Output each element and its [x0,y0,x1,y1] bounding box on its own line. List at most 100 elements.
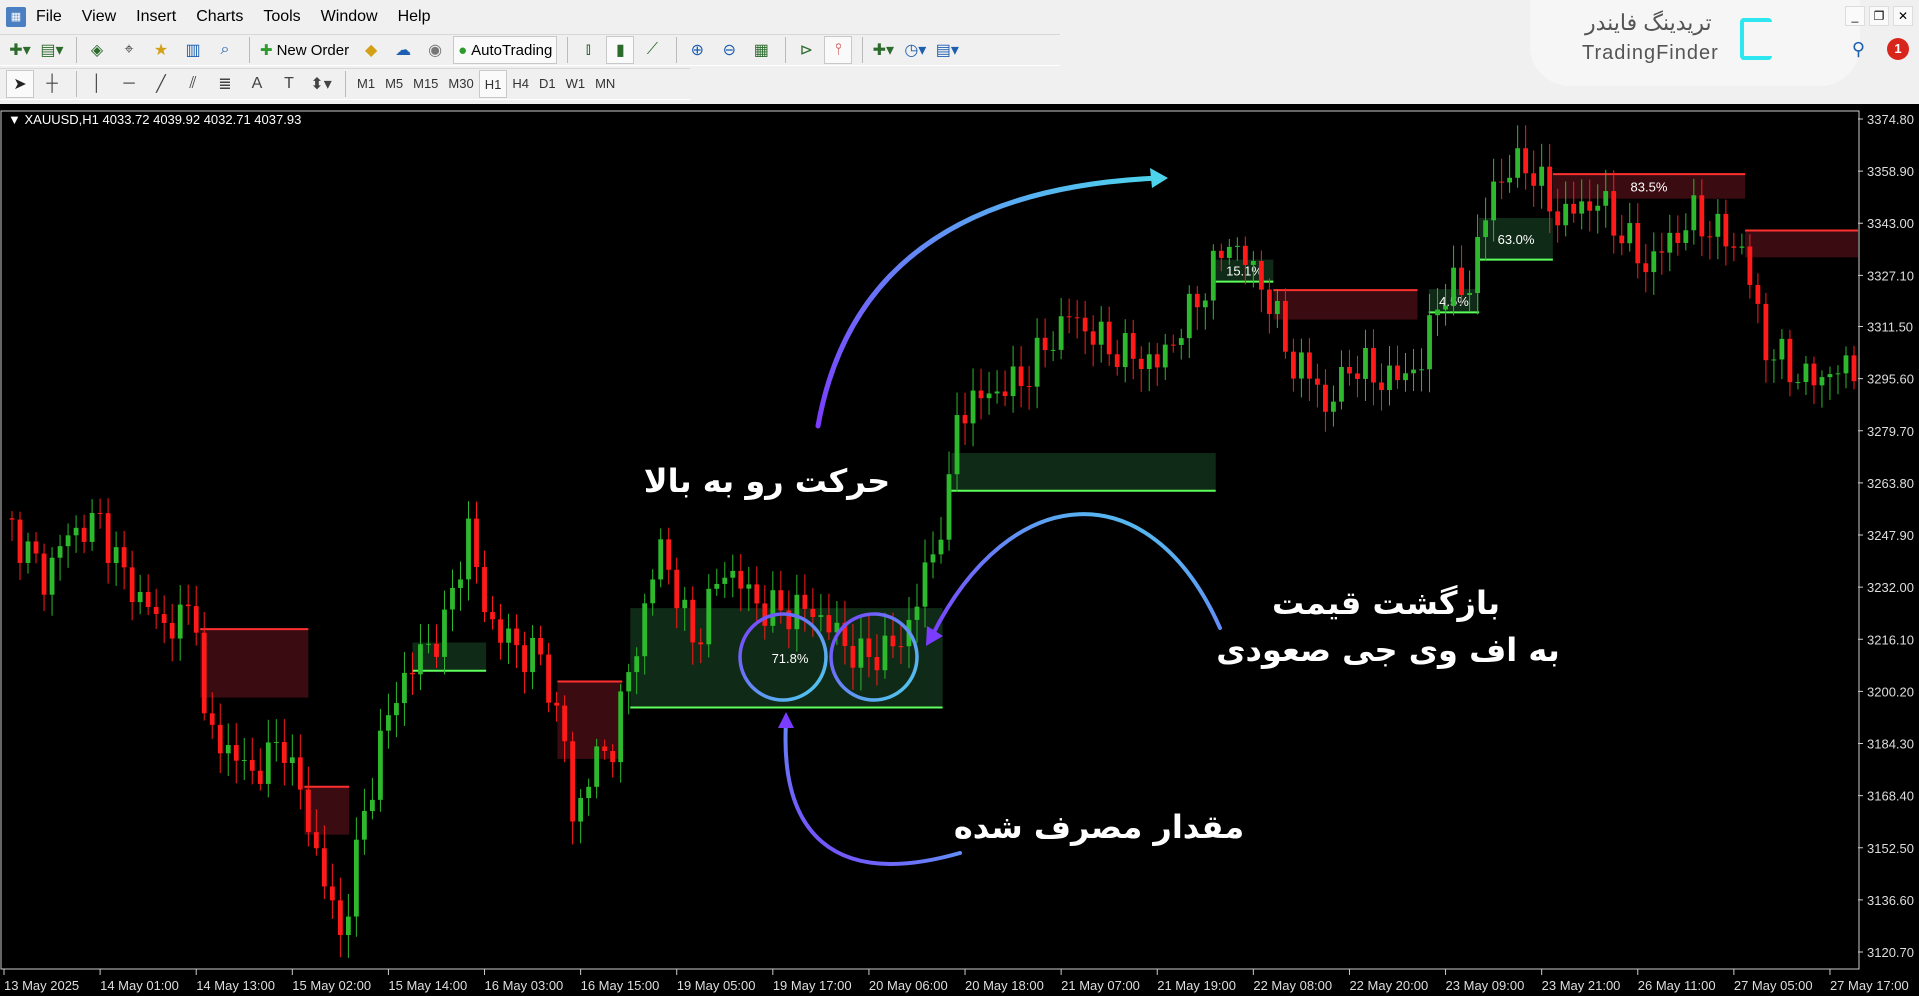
bullish-candle [1339,367,1344,402]
bullish-candle [1363,347,1368,379]
minimize-button[interactable]: _ [1845,6,1865,26]
bearish-candle [1307,352,1312,379]
bearish-candle [1635,223,1641,264]
bullish-candle [1595,205,1601,211]
timeframe-m5[interactable]: M5 [385,76,404,91]
bullish-candle [1467,293,1472,296]
bullish-candle [914,606,920,620]
arrows-icon[interactable]: ⬍▾ [310,76,332,93]
bearish-candle [1130,333,1136,359]
cursor-icon[interactable]: ➤ [6,70,34,98]
bearish-candle [145,592,151,608]
bearish-candle [17,519,23,563]
profiles-icon[interactable]: ▤▾ [40,42,64,59]
vertical-line-icon[interactable]: │ [92,75,102,92]
bearish-candle [185,604,191,607]
bullish-candle [1667,232,1673,253]
bearish-candle [1315,378,1320,385]
bullish-candle [586,786,592,799]
candlestick-icon[interactable]: ▮ [606,36,635,64]
bullish-candle [530,637,535,673]
timeframe-d1[interactable]: D1 [538,76,556,91]
bar-chart-icon[interactable]: ⫾ [585,41,591,58]
timeframe-w1[interactable]: W1 [565,76,586,91]
channel-icon[interactable]: ⫽ [189,75,197,92]
chart-window[interactable]: 15.1%4.5%63.0%83.5%▼ XAUUSD,H1 4033.72 4… [0,104,1919,996]
price-chart[interactable]: 15.1%4.5%63.0%83.5%▼ XAUUSD,H1 4033.72 4… [0,104,1919,996]
strategy-tester-icon[interactable]: ⌕ [220,41,230,58]
horizontal-line-icon[interactable]: ─ [123,75,135,92]
trendline-icon[interactable]: ╱ [156,76,166,93]
data-window-icon[interactable]: ⌖ [124,41,134,58]
menu-tools[interactable]: Tools [263,8,301,25]
signals-icon[interactable]: ☁ [395,42,412,59]
bearish-candle [1659,251,1665,253]
drawing-toolbar: ➤ ┼ │ ─ ╱ ⫽ ≣ A T ⬍▾ M1 M5 M15 M30 H1 H4… [0,68,690,100]
autoscroll-icon[interactable]: ⊳ [799,42,814,59]
bullish-candle [402,672,407,704]
text-icon[interactable]: A [251,75,263,92]
y-tick-label: 3247.90 [1867,528,1914,543]
bearish-candle [1747,246,1753,285]
close-button[interactable]: ✕ [1893,6,1913,26]
y-tick-label: 3374.80 [1867,112,1914,127]
menu-insert[interactable]: Insert [136,8,177,25]
zoom-out-icon[interactable]: ⊖ [722,42,737,59]
bullish-candle [1226,246,1232,258]
timeframe-mn[interactable]: MN [595,76,616,91]
x-tick-label: 21 May 19:00 [1157,978,1236,993]
vps-icon[interactable]: ◉ [428,42,443,59]
templates-icon[interactable]: ▤▾ [935,42,959,59]
menu-help[interactable]: Help [397,8,431,25]
bullish-candle [65,535,71,547]
zoom-in-icon[interactable]: ⊕ [690,42,705,59]
bearish-candle [161,614,167,623]
menu-view[interactable]: View [81,8,117,25]
search-icon[interactable]: ⚲ [1851,38,1865,59]
bearish-candle [169,622,175,639]
y-tick-label: 3279.70 [1867,424,1914,439]
bearish-candle [898,646,904,648]
notifications-badge[interactable]: 1 [1887,38,1909,60]
bullish-candle [386,715,391,731]
market-watch-icon[interactable]: ◈ [90,42,104,59]
restore-button[interactable]: ❐ [1869,6,1889,26]
menu-charts[interactable]: Charts [196,8,244,25]
timeframe-m30[interactable]: M30 [448,76,474,91]
menu-file[interactable]: File [36,8,62,25]
metaeditor-icon[interactable]: ◆ [364,42,378,59]
bearish-candle [153,607,159,615]
line-chart-icon[interactable]: ⟋ [646,41,658,58]
bearish-candle [602,746,608,751]
bullish-candle [177,604,183,639]
fibonacci-icon[interactable]: ≣ [218,76,232,93]
crosshair-icon[interactable]: ┼ [46,75,58,92]
tile-windows-icon[interactable]: ▦ [753,42,769,59]
menu-window[interactable]: Window [320,8,378,25]
bearish-candle [1555,211,1561,226]
bullish-fvg-zone [951,453,1216,491]
bearish-candle [690,599,696,643]
y-tick-label: 3263.80 [1867,476,1914,491]
chart-shift-icon[interactable]: ⫯ [824,36,853,64]
timeframe-m15[interactable]: M15 [413,76,439,91]
periods-icon[interactable]: ◷▾ [904,42,927,59]
standard-toolbar: ✚▾ ▤▾ ◈ ⌖ ★ ▥ ⌕ ✚ New Order ◆ ☁ ◉ ● AutoTr… [0,34,1060,66]
x-tick-label: 16 May 03:00 [485,978,564,993]
navigator-icon[interactable]: ★ [153,42,169,59]
timeframe-m1[interactable]: M1 [357,76,376,91]
window-controls: _ ❐ ✕ [1845,6,1913,26]
timeframe-h1[interactable]: H1 [478,70,508,98]
new-chart-icon[interactable]: ✚▾ [9,42,31,59]
autotrading-button[interactable]: ● AutoTrading [453,36,558,64]
bearish-candle [1395,365,1400,381]
terminal-icon[interactable]: ▥ [185,42,201,59]
tradingfinder-logo: تریدینگ فایندر TradingFinder [1530,0,1860,86]
bearish-candle [610,750,616,763]
timeframe-h4[interactable]: H4 [512,76,529,91]
indicators-icon[interactable]: ✚▾ [872,42,895,59]
bearish-candle [1755,284,1761,304]
bearish-candle [1499,181,1505,183]
text-label-icon[interactable]: T [284,75,294,92]
new-order-button[interactable]: ✚ New Order [260,41,350,60]
